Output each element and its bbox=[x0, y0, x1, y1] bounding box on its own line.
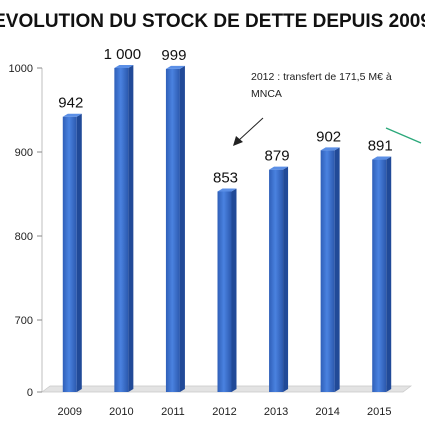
bar-side bbox=[179, 65, 185, 392]
bar-2009 bbox=[62, 116, 77, 392]
x-tick-label: 2012 bbox=[212, 406, 236, 418]
bar-top bbox=[114, 65, 134, 68]
data-label: 891 bbox=[368, 138, 393, 155]
bar-top bbox=[165, 65, 185, 69]
bar-top bbox=[372, 156, 392, 160]
bar-side bbox=[128, 65, 134, 392]
y-tick-label: 0 bbox=[27, 387, 33, 399]
x-tick-label: 2014 bbox=[315, 406, 339, 418]
bar-side bbox=[283, 166, 289, 392]
annotation-arrow bbox=[233, 117, 264, 146]
y-tick-label: 800 bbox=[15, 231, 33, 243]
bar-2014 bbox=[320, 150, 335, 392]
x-axis-ticks: 2009 2010 2011 2012 2013 2014 2015 bbox=[58, 406, 392, 418]
data-label: 1 000 bbox=[104, 46, 142, 63]
bar-2015 bbox=[372, 159, 387, 392]
data-label: 942 bbox=[58, 95, 83, 112]
x-tick-label: 2015 bbox=[367, 406, 391, 418]
x-tick-label: 2009 bbox=[58, 406, 82, 418]
bar-top bbox=[217, 188, 237, 192]
bar-top bbox=[320, 147, 340, 151]
bar-top bbox=[269, 166, 289, 170]
data-label: 879 bbox=[265, 148, 290, 165]
bar-side bbox=[334, 147, 340, 392]
y-axis-ticks: 1000 900 800 700 0 bbox=[9, 63, 42, 399]
bar-2013 bbox=[269, 169, 284, 392]
y-tick-label: 1000 bbox=[9, 63, 33, 75]
bar-top bbox=[62, 113, 82, 117]
x-tick-label: 2013 bbox=[264, 406, 288, 418]
bar-2010 bbox=[114, 68, 129, 392]
chart-title: EVOLUTION DU STOCK DE DETTE DEPUIS 2009 bbox=[0, 11, 425, 32]
data-label: 853 bbox=[213, 169, 238, 186]
annotation-line-1: 2012 : transfert de 171,5 M€ à bbox=[251, 71, 392, 83]
x-tick-label: 2010 bbox=[109, 406, 133, 418]
bar-2012 bbox=[217, 191, 232, 392]
data-label: 902 bbox=[316, 128, 341, 145]
bars-group: 942 1 000 999 853 879 902 891 bbox=[58, 46, 393, 392]
y-tick-label: 900 bbox=[15, 147, 33, 159]
bar-side bbox=[231, 188, 237, 392]
annotation-line-2: MNCA bbox=[251, 88, 282, 100]
data-label: 999 bbox=[161, 47, 186, 64]
bar-side bbox=[76, 113, 82, 392]
y-tick-label: 700 bbox=[15, 315, 33, 327]
bar-2011 bbox=[165, 68, 180, 392]
trend-line-fragment bbox=[385, 127, 422, 144]
bar-side bbox=[386, 156, 392, 392]
x-tick-label: 2011 bbox=[161, 406, 185, 418]
